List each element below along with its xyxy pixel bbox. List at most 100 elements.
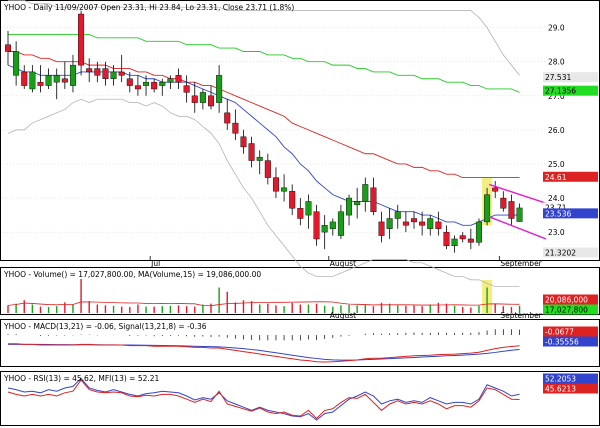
candle	[305, 194, 312, 229]
candle	[451, 235, 458, 253]
candle	[126, 71, 133, 93]
candle	[435, 211, 442, 236]
candle	[386, 208, 393, 239]
candle	[427, 215, 434, 236]
badge-text: 24.61	[545, 173, 567, 182]
candle	[4, 31, 11, 66]
candle-body	[61, 78, 68, 83]
candle-body	[329, 221, 336, 229]
candle	[21, 65, 28, 89]
candle-body	[110, 71, 117, 79]
candle-body	[232, 122, 239, 134]
candle-body	[313, 211, 320, 240]
candle	[199, 88, 206, 110]
price-badge: 24.61	[543, 171, 598, 182]
badge-box	[543, 171, 598, 182]
macd-lines	[7, 329, 520, 363]
candle-body	[175, 75, 182, 83]
price-badge: 23.71	[543, 202, 598, 213]
candle-body	[199, 92, 206, 103]
candle	[459, 232, 466, 243]
candle-body	[362, 184, 369, 202]
rsi-badge: 45.6213	[543, 383, 598, 394]
candle	[467, 228, 474, 250]
candle-body	[451, 238, 458, 246]
macd-panel-frame	[0, 319, 600, 367]
candle	[175, 68, 182, 89]
badge-box	[543, 208, 598, 219]
candle-body	[191, 95, 198, 103]
candle-body	[467, 238, 474, 243]
candle-body	[419, 221, 426, 226]
candle	[53, 68, 60, 100]
macd-badge: -0.0677	[543, 326, 598, 337]
ma-fast-line	[7, 64, 520, 226]
candle	[143, 75, 150, 96]
candle	[281, 174, 288, 202]
candle-body	[289, 191, 296, 209]
candle-body	[516, 207, 523, 222]
candle-body	[248, 143, 255, 161]
candle-body	[402, 221, 409, 226]
candle	[78, 10, 85, 76]
candle-body	[354, 201, 361, 206]
price-badge: 27.1356	[543, 85, 598, 96]
candle	[191, 82, 198, 113]
price-axis-label: 27.0	[548, 92, 565, 101]
moving-average-lines	[7, 0, 520, 288]
candle-body	[167, 78, 174, 83]
candle-body	[484, 194, 491, 223]
candle	[321, 215, 328, 250]
macd-header: YHOO - MACD(13,21) = -0.06, Signal(13,21…	[3, 322, 207, 331]
candle-body	[53, 75, 60, 83]
wedge-trendlines	[488, 183, 547, 240]
candle	[167, 75, 174, 89]
candle	[419, 211, 426, 236]
volume-bars	[7, 279, 521, 313]
badge-text: 17,027,800	[545, 306, 588, 315]
candle-body	[370, 187, 377, 212]
month-label: August	[330, 259, 356, 268]
candlesticks	[4, 10, 523, 253]
candle-body	[159, 81, 166, 86]
candle	[394, 204, 401, 229]
candle	[411, 211, 418, 229]
candle	[508, 194, 515, 226]
candle	[69, 54, 76, 93]
candle	[484, 187, 491, 226]
badge-text: 52.2053	[545, 375, 576, 384]
candle-body	[69, 64, 76, 86]
candle	[370, 177, 377, 216]
candle-body	[126, 78, 133, 86]
candle-body	[86, 68, 93, 73]
price-axis-label: 24.0	[548, 194, 565, 203]
candle	[159, 78, 166, 96]
price-axis-label: 25.0	[548, 160, 565, 169]
wedge-upper-line	[488, 183, 547, 204]
price-axis-label: 23.0	[548, 228, 565, 237]
candle-body	[37, 81, 44, 86]
wedge-lower-line	[488, 216, 547, 240]
candle-body	[411, 218, 418, 223]
badge-text: -0.35556	[545, 338, 579, 347]
candle	[216, 65, 223, 113]
candle	[61, 61, 68, 89]
price-badge: 21.3202	[543, 247, 598, 258]
candle-body	[207, 95, 214, 107]
candle	[354, 187, 361, 219]
price-badge: 27.531	[543, 72, 598, 83]
mfi-line	[7, 377, 520, 421]
price-badge: 23.536	[543, 208, 598, 219]
candle-body	[500, 197, 507, 209]
macd-line	[8, 343, 520, 363]
candle-body	[378, 221, 385, 236]
candle-body	[492, 187, 499, 192]
badge-text: 20,086,000	[545, 296, 588, 305]
candle	[183, 75, 190, 103]
volume-header: YHOO - Volume() = 17,027,800.00, MA(Volu…	[3, 270, 261, 279]
candle-body	[134, 85, 141, 90]
candle	[248, 136, 255, 168]
badge-box	[543, 383, 598, 394]
